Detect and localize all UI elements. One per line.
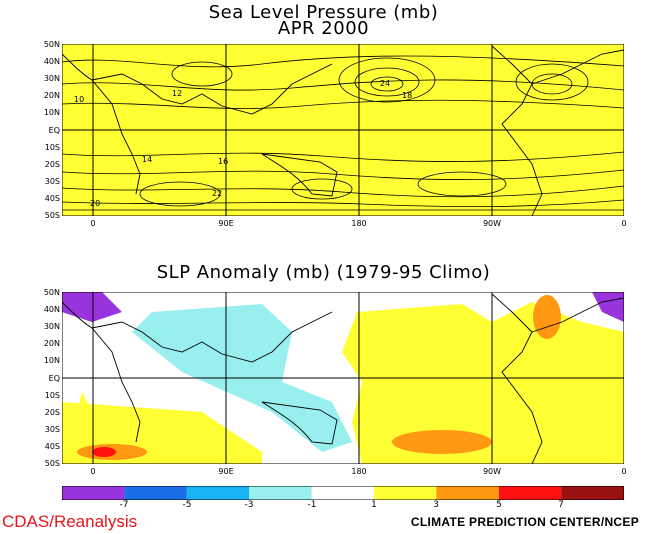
colorbar-label: -3 xyxy=(244,500,254,510)
colorbar-swatch xyxy=(124,486,187,500)
colorbar-label: 1 xyxy=(371,500,377,510)
contour-label: 10 xyxy=(74,95,84,104)
top-map-contour-labels: 10 12 14 16 18 20 22 24 xyxy=(74,79,412,208)
lat-label: 10N xyxy=(43,108,60,117)
producer-label: CLIMATE PREDICTION CENTER/NCEP xyxy=(410,515,639,529)
lat-label: 20S xyxy=(44,408,60,417)
anomaly-region-moderate-positive xyxy=(392,430,492,454)
anomaly-colorbar xyxy=(62,486,624,500)
anomaly-region-strong-negative xyxy=(62,292,122,322)
lat-label: 50N xyxy=(43,288,60,297)
lat-label: 10S xyxy=(44,391,60,400)
colorbar-label: 7 xyxy=(558,500,564,510)
lat-label: 20N xyxy=(43,339,60,348)
lat-label: 30S xyxy=(44,177,60,186)
lat-label: 40S xyxy=(44,194,60,203)
lat-label: EQ xyxy=(48,126,60,135)
lat-label: 10N xyxy=(43,356,60,365)
bottom-slp-anomaly-map xyxy=(62,292,624,464)
anomaly-region-positive xyxy=(72,392,92,432)
data-source-label: CDAS/Reanalysis xyxy=(2,512,138,531)
lat-label: 50S xyxy=(44,211,60,220)
lon-label: 180 xyxy=(351,467,367,476)
lon-label: 0 xyxy=(621,467,627,476)
lon-label: 180 xyxy=(351,219,367,228)
colorbar-swatch xyxy=(374,486,437,500)
colorbar-swatch xyxy=(62,486,125,500)
lon-label: 0 xyxy=(621,219,627,228)
contour-label: 24 xyxy=(380,79,390,88)
contour-label: 16 xyxy=(218,157,228,166)
lon-label: 90W xyxy=(482,219,502,228)
contour-label: 14 xyxy=(142,155,152,164)
anomaly-region-moderate-positive xyxy=(533,295,561,339)
lat-label: 50S xyxy=(44,459,60,468)
lat-label: EQ xyxy=(48,374,60,383)
contour-label: 12 xyxy=(172,89,182,98)
lat-label: 40N xyxy=(43,57,60,66)
contour-label: 18 xyxy=(402,91,412,100)
colorbar-label: 5 xyxy=(496,500,502,510)
anomaly-region-positive xyxy=(342,302,624,464)
lon-label: 90E xyxy=(218,219,234,228)
top-map-title-line1: Sea Level Pressure (mb) xyxy=(208,2,439,23)
lon-label: 90W xyxy=(482,467,502,476)
colorbar-label: -5 xyxy=(182,500,192,510)
bottom-map-coastlines xyxy=(62,293,624,464)
colorbar-label: 3 xyxy=(433,500,439,510)
lon-label: 0 xyxy=(90,467,96,476)
top-slp-map: 10 12 14 16 18 20 22 24 xyxy=(62,44,624,216)
colorbar-swatch xyxy=(311,486,374,500)
colorbar-label: -7 xyxy=(119,500,129,510)
top-map-title-line2: APR 2000 xyxy=(277,18,370,39)
lat-label: 30N xyxy=(43,74,60,83)
colorbar-swatch xyxy=(561,486,624,500)
colorbar-swatch xyxy=(249,486,312,500)
colorbar-swatch xyxy=(436,486,499,500)
top-map-isobars xyxy=(62,55,624,211)
lat-label: 30S xyxy=(44,425,60,434)
lat-label: 40S xyxy=(44,442,60,451)
lat-label: 50N xyxy=(43,40,60,49)
lat-label: 20S xyxy=(44,160,60,169)
colorbar-swatch xyxy=(186,486,250,500)
lat-label: 30N xyxy=(43,322,60,331)
top-map-coastlines xyxy=(62,45,624,216)
colorbar-label: -1 xyxy=(307,500,317,510)
contour-label: 20 xyxy=(90,199,100,208)
lat-label: 20N xyxy=(43,91,60,100)
lon-label: 90E xyxy=(218,467,234,476)
anomaly-region-strong-positive xyxy=(92,447,116,457)
lat-label: 40N xyxy=(43,305,60,314)
bottom-map-title: SLP Anomaly (mb) (1979-95 Climo) xyxy=(156,262,491,283)
colorbar-swatch xyxy=(498,486,562,500)
contour-label: 22 xyxy=(212,189,222,198)
lat-label: 10S xyxy=(44,143,60,152)
lon-label: 0 xyxy=(90,219,96,228)
